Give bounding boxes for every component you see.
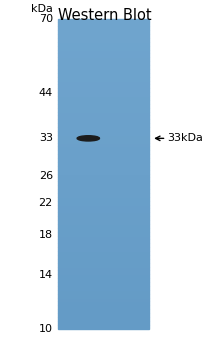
Bar — [58, 85, 148, 88]
Bar — [58, 19, 148, 22]
Bar — [58, 135, 148, 139]
Bar — [58, 147, 148, 150]
Bar — [58, 166, 148, 170]
Bar — [58, 69, 148, 73]
Bar — [58, 34, 148, 38]
Bar — [58, 57, 148, 61]
Bar — [58, 274, 148, 278]
Bar — [58, 131, 148, 135]
Bar — [58, 313, 148, 317]
Bar — [58, 259, 148, 263]
Bar — [58, 22, 148, 26]
Bar — [58, 162, 148, 166]
Bar — [58, 81, 148, 85]
Bar — [58, 88, 148, 92]
Bar — [58, 181, 148, 185]
Bar — [58, 236, 148, 239]
Bar — [58, 54, 148, 57]
Bar — [58, 232, 148, 236]
Bar — [58, 305, 148, 309]
Bar — [58, 270, 148, 274]
Bar — [58, 143, 148, 146]
Bar — [58, 100, 148, 104]
Bar — [58, 251, 148, 255]
Bar — [58, 294, 148, 298]
Text: 22: 22 — [38, 198, 53, 208]
Bar — [58, 108, 148, 112]
Bar — [58, 189, 148, 193]
Bar — [58, 282, 148, 286]
Bar — [58, 104, 148, 108]
Bar — [58, 45, 148, 50]
Bar — [58, 96, 148, 100]
Bar — [58, 302, 148, 305]
Bar — [58, 158, 148, 162]
Bar — [58, 201, 148, 205]
Bar — [58, 174, 148, 177]
Bar — [58, 255, 148, 259]
Bar — [58, 321, 148, 325]
Bar — [58, 220, 148, 224]
Bar — [58, 26, 148, 30]
Bar — [58, 154, 148, 158]
Bar — [58, 38, 148, 42]
Bar — [58, 243, 148, 247]
Bar — [58, 177, 148, 181]
Bar — [58, 208, 148, 212]
Text: kDa: kDa — [31, 4, 53, 14]
Bar — [58, 325, 148, 329]
Text: 26: 26 — [38, 171, 53, 181]
Bar — [58, 123, 148, 127]
Text: 14: 14 — [38, 270, 53, 280]
Bar — [58, 170, 148, 174]
Bar — [58, 61, 148, 65]
Ellipse shape — [77, 136, 99, 141]
Bar — [58, 228, 148, 232]
Bar — [58, 286, 148, 290]
Bar — [58, 30, 148, 34]
Bar — [58, 77, 148, 81]
Bar — [58, 65, 148, 69]
Text: 33kDa: 33kDa — [167, 133, 202, 143]
Bar — [58, 205, 148, 208]
Text: 70: 70 — [38, 13, 53, 24]
Text: 18: 18 — [38, 230, 53, 240]
Bar — [58, 119, 148, 123]
Bar — [58, 73, 148, 77]
Bar — [58, 112, 148, 115]
Bar — [58, 216, 148, 220]
Bar — [58, 185, 148, 189]
Text: 44: 44 — [38, 88, 53, 97]
Text: 10: 10 — [39, 324, 53, 334]
Bar — [58, 298, 148, 302]
Bar — [58, 115, 148, 119]
Bar — [58, 267, 148, 270]
Bar — [58, 197, 148, 201]
Bar — [58, 278, 148, 282]
Text: 33: 33 — [39, 133, 53, 143]
Bar — [58, 247, 148, 251]
Bar — [58, 127, 148, 131]
Bar — [58, 309, 148, 313]
Text: Western Blot: Western Blot — [57, 8, 151, 23]
Bar — [58, 212, 148, 216]
Bar — [58, 317, 148, 321]
Bar — [58, 290, 148, 294]
Bar — [58, 239, 148, 243]
Bar — [58, 224, 148, 228]
Bar — [58, 193, 148, 197]
Bar — [58, 92, 148, 96]
Bar — [58, 150, 148, 154]
Bar — [58, 50, 148, 54]
Bar — [58, 42, 148, 45]
Bar — [58, 263, 148, 267]
Bar — [58, 139, 148, 143]
